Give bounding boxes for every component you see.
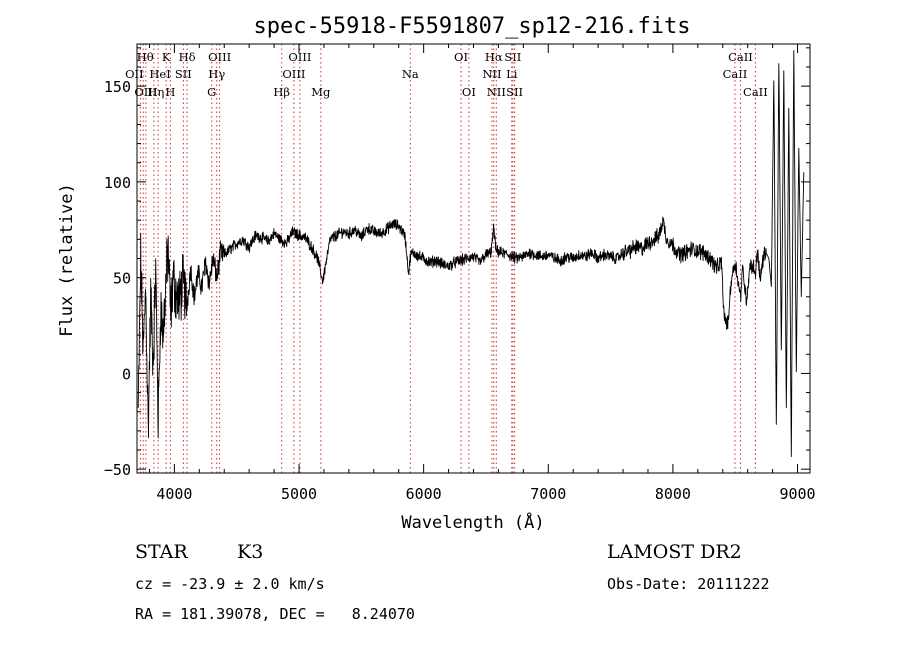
spectral-line-label: Hδ bbox=[179, 50, 196, 64]
spectral-line-label: OI bbox=[454, 50, 468, 64]
spectral-line-label: OIII bbox=[288, 50, 311, 64]
spectral-line-label: Hη bbox=[147, 85, 164, 99]
y-tick-label: 100 bbox=[104, 174, 131, 192]
spectral-line-label: K bbox=[162, 50, 171, 64]
survey-name: LAMOST DR2 bbox=[607, 541, 742, 563]
spectral-line-label: Hβ bbox=[273, 85, 290, 99]
spectral-line-label: G bbox=[207, 85, 216, 99]
spectral-line-label: CaII bbox=[728, 50, 753, 64]
object-class: STAR bbox=[135, 541, 188, 563]
spectral-line-label: Hα bbox=[485, 50, 503, 64]
x-tick-label: 9000 bbox=[779, 485, 815, 503]
spectral-line-label: CaII bbox=[743, 85, 768, 99]
spectral-line-label: OII bbox=[125, 67, 144, 81]
spectral-line-label: OIII bbox=[134, 85, 157, 99]
spectral-line-label: CaII bbox=[723, 67, 748, 81]
spectral-line-label: Hθ bbox=[137, 50, 154, 64]
spectral-line-markers: OIIHθOIIIHηHeIKHSIIHδGHγOIIIHβOIIIOIIIMg… bbox=[125, 44, 768, 473]
axis-ticks: 4000 5000 6000 7000 8000 9000 −50 0 50 100 150 bbox=[104, 44, 816, 503]
x-tick-label: 5000 bbox=[281, 485, 317, 503]
spectral-line-label: Li bbox=[506, 67, 518, 81]
x-tick-label: 8000 bbox=[655, 485, 691, 503]
spectral-line-label: OI bbox=[462, 85, 476, 99]
spectral-line-label: NII bbox=[487, 85, 506, 99]
spectral-line-label: Na bbox=[402, 67, 419, 81]
x-axis-label: Wavelength (Å) bbox=[401, 511, 544, 533]
observation-date: Obs-Date: 20111222 bbox=[607, 575, 770, 593]
spectral-line-label: H bbox=[165, 85, 175, 99]
redshift-velocity: cz = -23.9 ± 2.0 km/s bbox=[135, 575, 325, 593]
spectral-line-label: SII bbox=[504, 50, 521, 64]
x-tick-label: 7000 bbox=[530, 485, 566, 503]
spectral-line-label: NII bbox=[482, 67, 501, 81]
chart-title: spec-55918-F5591807_sp12-216.fits bbox=[253, 14, 690, 39]
y-tick-label: 0 bbox=[122, 365, 131, 383]
spectrum-series-line bbox=[137, 50, 805, 458]
object-subclass: K3 bbox=[237, 541, 264, 563]
spectral-line-label: SII bbox=[506, 85, 523, 99]
spectral-line-label: SII bbox=[175, 67, 192, 81]
y-axis-label: Flux (relative) bbox=[57, 183, 77, 337]
spectral-line-label: Mg bbox=[311, 85, 331, 99]
y-tick-label: 150 bbox=[104, 78, 131, 96]
spectral-line-label: OIII bbox=[282, 67, 305, 81]
spectral-line-label: HeI bbox=[149, 67, 170, 81]
y-tick-label: 50 bbox=[113, 270, 131, 288]
x-tick-label: 6000 bbox=[406, 485, 442, 503]
y-tick-label: −50 bbox=[104, 461, 131, 479]
ra-dec-coordinates: RA = 181.39078, DEC = 8.24070 bbox=[135, 605, 415, 623]
spectral-line-label: OIII bbox=[208, 50, 231, 64]
spectral-line-label: Hγ bbox=[208, 67, 225, 81]
x-tick-label: 4000 bbox=[156, 485, 192, 503]
